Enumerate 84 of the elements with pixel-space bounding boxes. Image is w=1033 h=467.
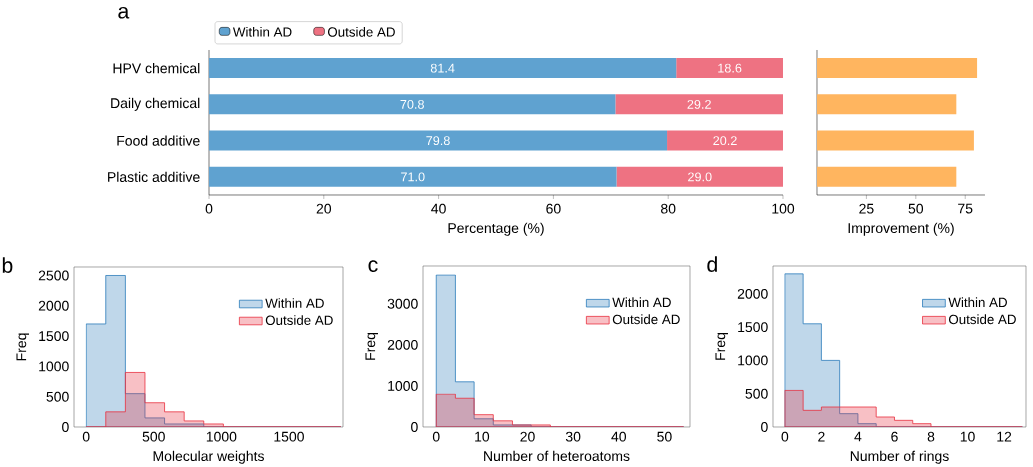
chart-title: b [2, 257, 13, 273]
x-axis-title: Improvement (%) [848, 222, 954, 236]
y-tick-label: 3000 [387, 298, 418, 309]
legend-label: Within AD [265, 298, 324, 308]
data-label: 29.0 [688, 172, 712, 182]
x-tick-label: 4 [854, 431, 862, 442]
bar [209, 130, 668, 151]
y-axis-title: Freq [365, 333, 378, 360]
bar [817, 58, 978, 79]
y-tick-label: 2500 [38, 270, 69, 281]
x-tick-label: 0 [82, 431, 90, 442]
bar [209, 58, 677, 79]
bar [817, 130, 974, 151]
x-tick-label: 60 [546, 203, 561, 214]
x-tick-label: 50 [657, 431, 672, 442]
x-tick-label: 20 [520, 431, 535, 442]
x-tick-label: 40 [611, 431, 627, 442]
y-axis-title: Freq [715, 333, 728, 360]
x-axis-title: Number of rings [850, 450, 949, 464]
x-tick-label: 1000 [206, 431, 237, 442]
y-tick-label: 0 [411, 422, 418, 432]
x-tick-label: 8 [927, 431, 935, 442]
x-tick-label: 10 [960, 431, 975, 442]
x-tick-label: 50 [908, 203, 924, 214]
bar [209, 166, 617, 187]
y-tick-label: 1000 [39, 361, 69, 372]
x-tick-label: 25 [859, 203, 874, 214]
x-tick-label: 100 [772, 203, 795, 214]
x-axis-title: Number of heteroatoms [484, 450, 630, 462]
x-tick-label: 2 [818, 431, 825, 442]
x-tick-label: 6 [891, 431, 898, 442]
y-tick-label: 2000 [387, 339, 418, 350]
y-tick-label: 1000 [388, 380, 418, 391]
bar [616, 166, 783, 187]
chart-title: c [368, 260, 378, 272]
y-tick-label: 1000 [738, 355, 768, 366]
y-tick-label: Daily chemical [111, 97, 200, 111]
y-tick-label: 0 [761, 422, 768, 432]
data-label: 70.8 [400, 99, 424, 109]
bar [667, 130, 783, 151]
y-axis-title: Freq [16, 333, 29, 361]
data-label: 79.8 [426, 136, 450, 146]
chart-title: d [707, 256, 717, 272]
data-label: 29.2 [687, 99, 711, 109]
y-tick-label: 1500 [738, 322, 768, 333]
y-tick-label: 500 [46, 391, 69, 402]
y-tick-label: 1500 [39, 331, 69, 342]
y-tick-label: 2000 [38, 300, 69, 311]
legend-label: Outside AD [265, 315, 333, 325]
y-tick-label: Food additive [117, 135, 200, 146]
data-label: 71.0 [401, 172, 425, 182]
data-label: 81.4 [430, 63, 455, 73]
legend-label: Within AD [948, 297, 1007, 308]
x-tick-label: 0 [432, 431, 440, 442]
legend-label: Within AD [232, 26, 292, 37]
x-tick-label: 40 [431, 203, 446, 214]
legend-label: Outside AD [612, 314, 680, 325]
bar [615, 94, 783, 115]
x-tick-label: 0 [205, 203, 213, 214]
bar [209, 94, 616, 115]
data-label: 20.2 [713, 136, 737, 146]
legend-label: Outside AD [327, 26, 395, 37]
legend-label: Within AD [612, 297, 671, 308]
x-tick-label: 30 [565, 431, 581, 442]
x-tick-label: 20 [316, 203, 332, 214]
data-label: 18.6 [718, 63, 742, 73]
bar [817, 166, 957, 187]
x-tick-label: 12 [997, 431, 1012, 442]
bar [817, 94, 957, 115]
y-tick-label: 2000 [737, 288, 768, 299]
x-axis-title: Molecular weights [153, 450, 264, 464]
y-tick-label: 500 [745, 388, 768, 399]
x-tick-label: 1500 [274, 431, 304, 442]
x-axis-title: Percentage (%) [448, 222, 544, 236]
x-tick-label: 0 [781, 431, 789, 442]
legend-label: Outside AD [948, 314, 1016, 325]
chart-title: a [118, 6, 130, 19]
y-tick-label: HPV chemical [113, 62, 200, 74]
x-tick-label: 80 [661, 203, 676, 214]
y-tick-label: 0 [62, 422, 69, 432]
x-tick-label: 10 [475, 431, 490, 442]
x-tick-label: 75 [958, 203, 973, 214]
bar [676, 58, 783, 79]
y-tick-label: Plastic additive [108, 171, 200, 183]
